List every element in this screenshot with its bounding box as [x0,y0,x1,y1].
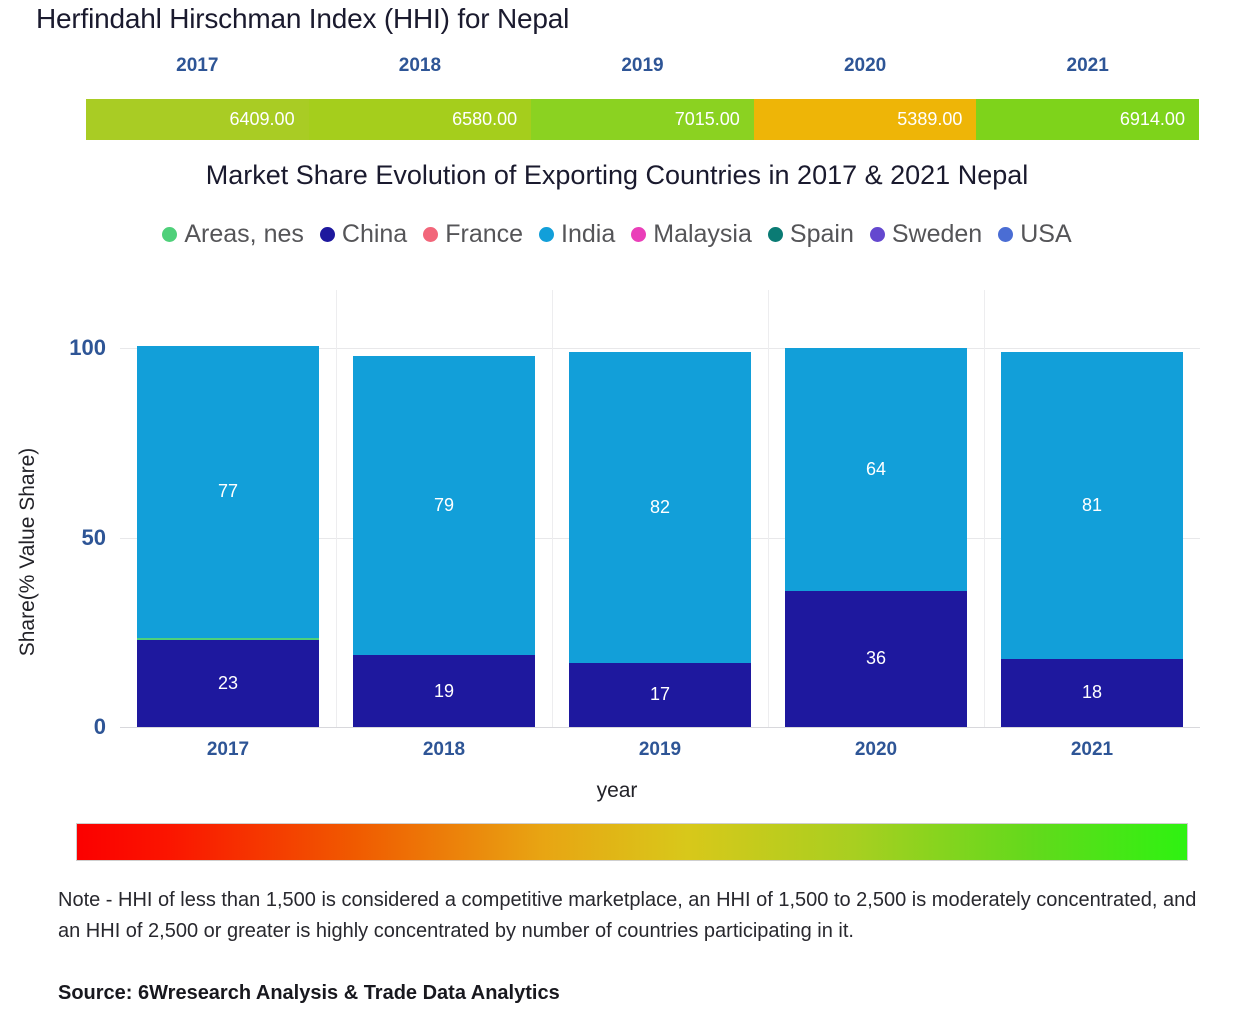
bar-segment-china-2021[interactable]: 18 [1001,658,1183,727]
legend-item-spain[interactable]: Spain [767,220,854,249]
y-axis-tick-100: 100 [69,335,106,360]
bar-column-2018[interactable]: 19 79 [353,348,535,727]
x-axis-tick-2020: 2020 [854,739,898,760]
legend-item-india[interactable]: India [539,220,615,249]
grid-layer: 0 50 100 23 77 2017 19 79 2018 17 82 2019 36 64 2020 18… [0,290,1234,802]
bar-column-2020[interactable]: 36 64 [785,348,967,727]
bar-segment-label: 19 [433,680,455,701]
bar-segment-label: 23 [217,672,239,693]
plot-area: Share(% Value Share) 0 50 100 23 77 2017 19 79 2… [0,290,1234,802]
legend-marker-icon [423,227,439,242]
footer-source: Source: 6Wresearch Analysis & Trade Data… [58,982,560,1004]
bar-column-2017[interactable]: 23 77 [137,345,319,727]
legend-marker-icon [631,227,647,242]
bar-column-2021[interactable]: 18 81 [1001,348,1183,727]
hhi-value-label: 6914.00 [1119,109,1185,129]
bar-segment-china-2017[interactable]: 23 [137,639,319,727]
hhi-year-2017: 2017 [176,55,219,76]
bar-segment-india-2017[interactable]: 77 [137,345,319,638]
legend-item-sweden[interactable]: Sweden [869,220,983,249]
bar-segment-label: 77 [217,481,239,502]
hhi-gradient-scale [76,823,1188,861]
legend-label: Malaysia [653,220,752,248]
x-axis-line [120,727,1200,728]
chart-title: Market Share Evolution of Exporting Coun… [205,160,1029,190]
legend-marker-icon [319,227,335,242]
bar-segment-label: 18 [1081,682,1103,703]
legend-label: Sweden [891,220,983,248]
chart-legend: Areas, nes China France India Malaysia Spain S… [0,220,1234,249]
y-axis-tick-0: 0 [93,714,106,739]
hhi-value-label: 6409.00 [229,109,295,129]
legend-marker-icon [539,227,555,242]
bar-segment-label: 82 [649,496,671,517]
legend-marker-icon [162,227,178,242]
gridline-100 [120,348,1200,349]
bar-segment-china-2018[interactable]: 19 [353,655,535,727]
bar-column-2019[interactable]: 17 82 [569,348,751,727]
legend-item-malaysia[interactable]: Malaysia [631,220,752,249]
hhi-segment-2018: 6580.00 [308,99,532,140]
legend-label: France [445,220,524,248]
bar-segment-china-2020[interactable]: 36 [785,590,967,727]
bar-segment-areas-nes-2017[interactable] [137,637,319,640]
legend-marker-icon [998,227,1014,242]
legend-item-france[interactable]: France [423,220,523,249]
legend-label: Spain [789,220,854,248]
bar-segment-label: 17 [649,684,671,705]
x-axis-label: year [596,779,638,802]
legend-label: USA [1020,220,1072,248]
hhi-value-label: 7015.00 [674,109,740,129]
vertical-gridline [768,290,769,727]
vertical-gridline [552,290,553,727]
bar-segment-label: 79 [433,494,455,515]
hhi-title: Herfindahl Hirschman Index (HHI) for Nep… [36,3,570,34]
vertical-gridline [336,290,337,727]
legend-marker-icon [767,227,783,242]
hhi-segment-2021: 6914.00 [976,99,1199,140]
bar-segment-india-2018[interactable]: 79 [353,355,535,655]
vertical-gridline [984,290,985,727]
hhi-year-2021: 2021 [1066,55,1109,76]
legend-label: India [561,220,616,248]
bar-segment-india-2020[interactable]: 64 [785,348,967,591]
x-axis-tick-2019: 2019 [638,739,682,760]
hhi-value-bar: 6409.00 6580.00 7015.00 5389.00 6914.00 [86,99,1199,140]
hhi-year-2020: 2020 [843,55,887,76]
bar-segment-label: 64 [865,458,887,479]
hhi-segment-2020: 5389.00 [753,99,977,140]
legend-label: China [341,220,408,248]
hhi-value-label: 5389.00 [897,109,963,129]
x-axis-tick-2017: 2017 [206,739,250,760]
x-axis-tick-2021: 2021 [1070,739,1114,760]
bar-segment-label: 81 [1081,494,1103,515]
legend-marker-icon [869,227,885,242]
footer-note: Note - HHI of less than 1,500 is conside… [58,889,1197,942]
x-axis-tick-2018: 2018 [422,739,466,760]
bar-segment-china-2019[interactable]: 17 [569,662,751,727]
legend-item-areas-nes[interactable]: Areas, nes [162,220,304,249]
legend-item-usa[interactable]: USA [998,220,1072,249]
legend-item-china[interactable]: China [319,220,408,249]
bar-segment-india-2019[interactable]: 82 [569,351,751,663]
hhi-segment-2017: 6409.00 [86,99,309,140]
hhi-year-2019: 2019 [621,55,664,76]
hhi-year-header-row: 2017 2018 2019 2020 2021 [86,55,1199,77]
hhi-value-label: 6580.00 [452,109,518,129]
bar-segment-label: 36 [865,648,887,669]
hhi-segment-2019: 7015.00 [531,99,754,140]
y-axis-tick-50: 50 [81,524,106,550]
bar-segment-india-2021[interactable]: 81 [1001,351,1183,659]
hhi-year-2018: 2018 [398,55,442,76]
legend-label: Areas, nes [184,220,304,248]
